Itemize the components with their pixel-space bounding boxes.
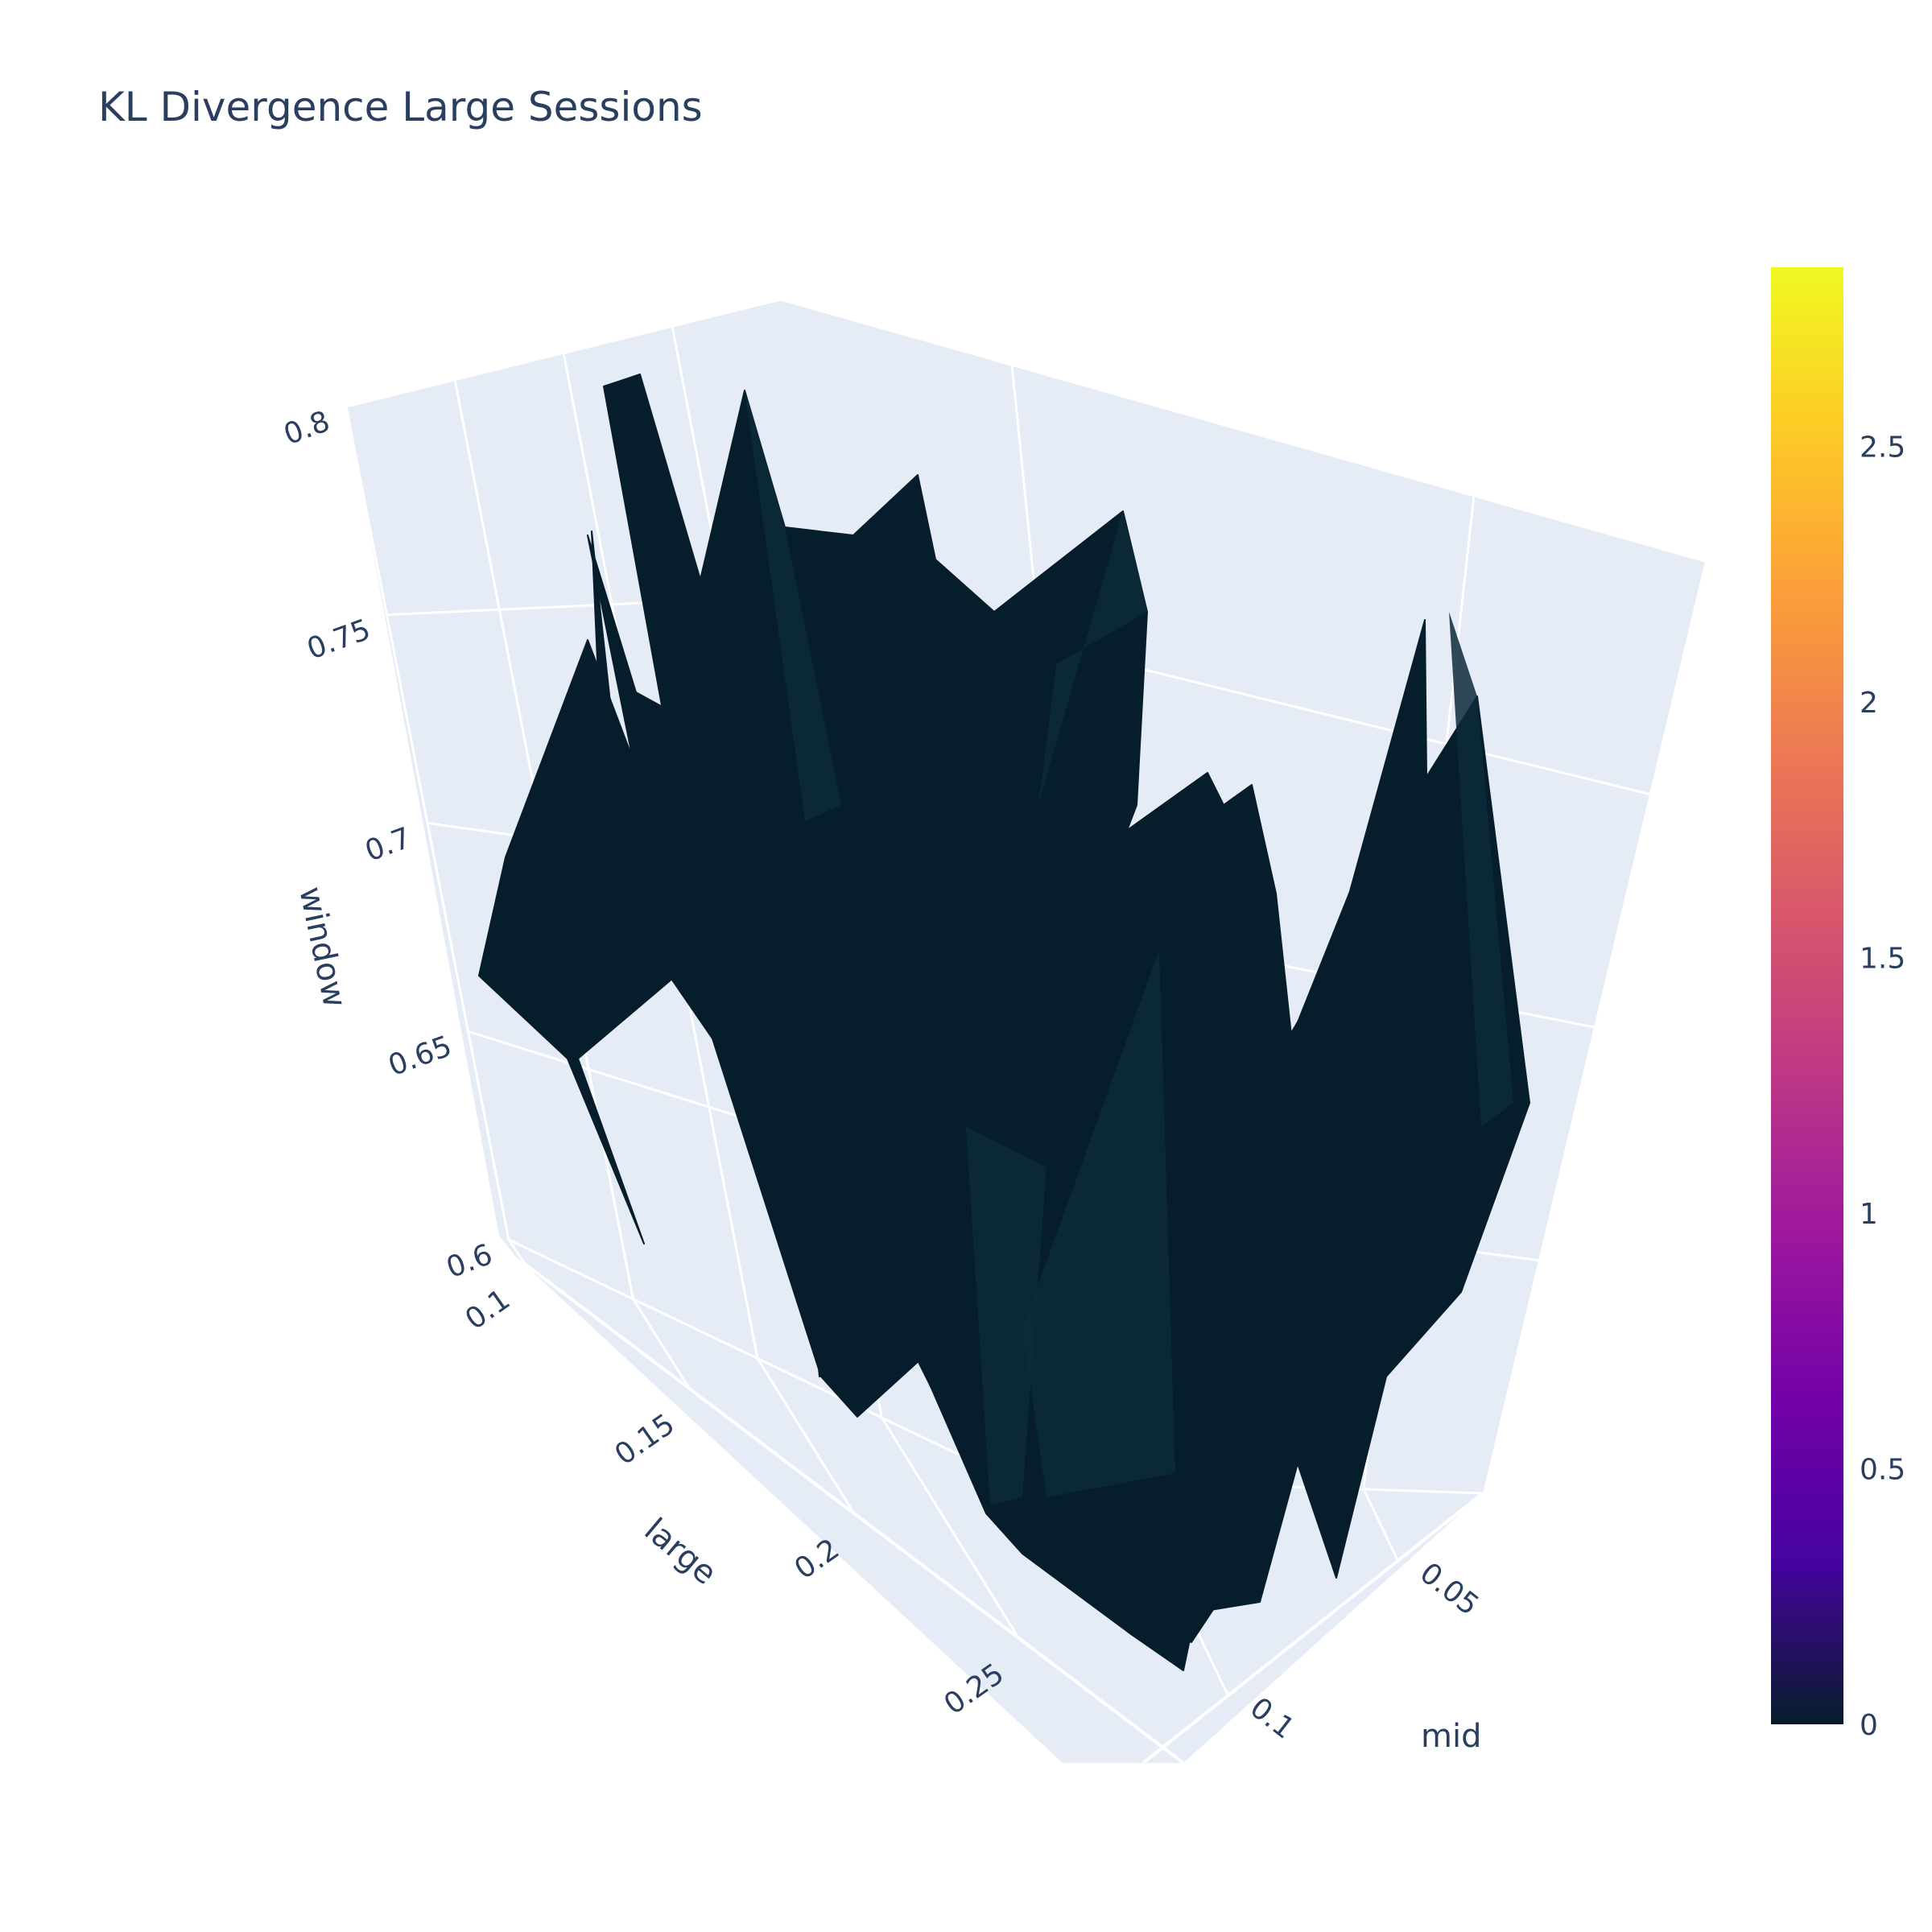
- x-axis-title: mid: [1421, 1718, 1481, 1755]
- y-gridline-wall: [345, 406, 510, 1241]
- colorbar-tick-label: 2: [1860, 687, 1878, 720]
- colorbar-tick-label: 1: [1860, 1198, 1878, 1231]
- z-axis-title: window: [291, 884, 353, 1011]
- chart-title: KL Divergence Large Sessions: [98, 84, 703, 130]
- z-tick-label: 0.8: [279, 405, 334, 452]
- y-gridline-floor: [632, 1298, 691, 1389]
- colorbar-tick-label: 0: [1860, 1709, 1878, 1742]
- y-tick-label: 0.1: [460, 1283, 516, 1336]
- surface-highlight: [745, 390, 841, 821]
- z-tick-label: 0.7: [361, 821, 415, 868]
- surface-patch: [587, 535, 1530, 1671]
- x-tick-label: 0.05: [1414, 1557, 1484, 1623]
- 3d-scene[interactable]: 0.60.650.70.750.8 0.10.150.20.25 0.050.1…: [279, 298, 1706, 1765]
- z-gridline: [345, 298, 1706, 563]
- y-gridline-floor: [507, 1239, 526, 1265]
- surface-patch: [1166, 784, 1293, 1257]
- colorbar: 0 0.5 1 1.5 2 2.5: [1771, 267, 1905, 1742]
- y-tick-label: 0.15: [609, 1408, 680, 1472]
- colorbar-gradient: [1771, 267, 1843, 1724]
- colorbar-tick-label: 0.5: [1860, 1453, 1905, 1486]
- surface-highlight: [1449, 612, 1513, 1127]
- surface-mesh: [478, 374, 1530, 1671]
- surface-highlight: [966, 1127, 1046, 1505]
- surface-patch: [591, 530, 651, 975]
- surface-patch: [1287, 804, 1434, 1305]
- y-gridline-floor: [881, 1417, 1020, 1639]
- surface-highlight: [1038, 511, 1147, 805]
- y-gridline-floor: [756, 1357, 856, 1514]
- colorbar-tick-label: 2.5: [1860, 431, 1905, 464]
- z-tick-label: 0.65: [384, 1030, 456, 1083]
- surface-highlight: [1022, 950, 1175, 1497]
- z-tick-label: 0.75: [303, 613, 374, 667]
- z-tick-label: 0.6: [442, 1238, 497, 1285]
- x-gridline-floor: [1362, 1488, 1399, 1562]
- colorbar-ticks: 0 0.5 1 1.5 2 2.5: [1860, 431, 1905, 1742]
- y-axis-line: [523, 1262, 1185, 1765]
- colorbar-tick-label: 1.5: [1860, 942, 1905, 975]
- x-axis-line: [1141, 1492, 1484, 1765]
- y-axis-title: large: [638, 1511, 724, 1591]
